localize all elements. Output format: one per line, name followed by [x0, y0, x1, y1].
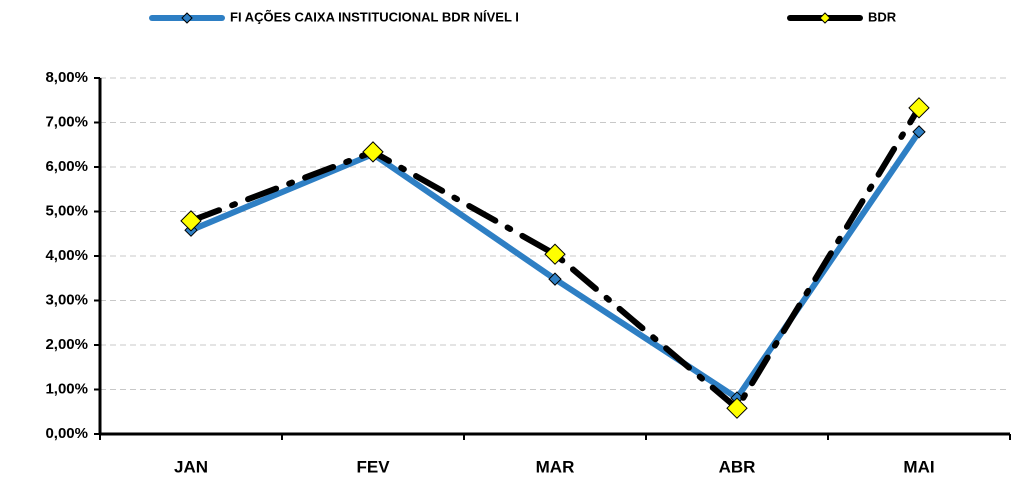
- y-tick-label: 1,00%: [45, 380, 88, 397]
- legend-marker: [181, 12, 193, 24]
- point-marker: [544, 243, 566, 265]
- x-tick-label: ABR: [719, 457, 756, 476]
- point-marker: [548, 272, 562, 286]
- legend-label: FI AÇÕES CAIXA INSTITUCIONAL BDR NÍVEL I: [230, 9, 519, 24]
- x-tick-label: MAR: [536, 457, 575, 476]
- series-line: [188, 104, 922, 412]
- x-tick-label: FEV: [356, 457, 390, 476]
- x-tick-label: MAI: [903, 457, 934, 476]
- point-marker: [726, 397, 748, 419]
- legend-label: BDR: [868, 9, 897, 24]
- y-tick-label: 7,00%: [45, 113, 88, 130]
- y-tick-label: 2,00%: [45, 336, 88, 353]
- y-tick-label: 0,00%: [45, 425, 88, 442]
- legend-marker: [819, 12, 831, 24]
- x-tick-label: JAN: [174, 457, 208, 476]
- point-marker: [180, 210, 202, 232]
- y-tick-label: 4,00%: [45, 247, 88, 264]
- point-marker: [362, 141, 384, 163]
- y-tick-label: 6,00%: [45, 158, 88, 175]
- point-marker: [908, 97, 930, 119]
- y-tick-label: 5,00%: [45, 202, 88, 219]
- y-tick-label: 8,00%: [45, 69, 88, 86]
- point-marker: [912, 125, 926, 139]
- y-tick-label: 3,00%: [45, 291, 88, 308]
